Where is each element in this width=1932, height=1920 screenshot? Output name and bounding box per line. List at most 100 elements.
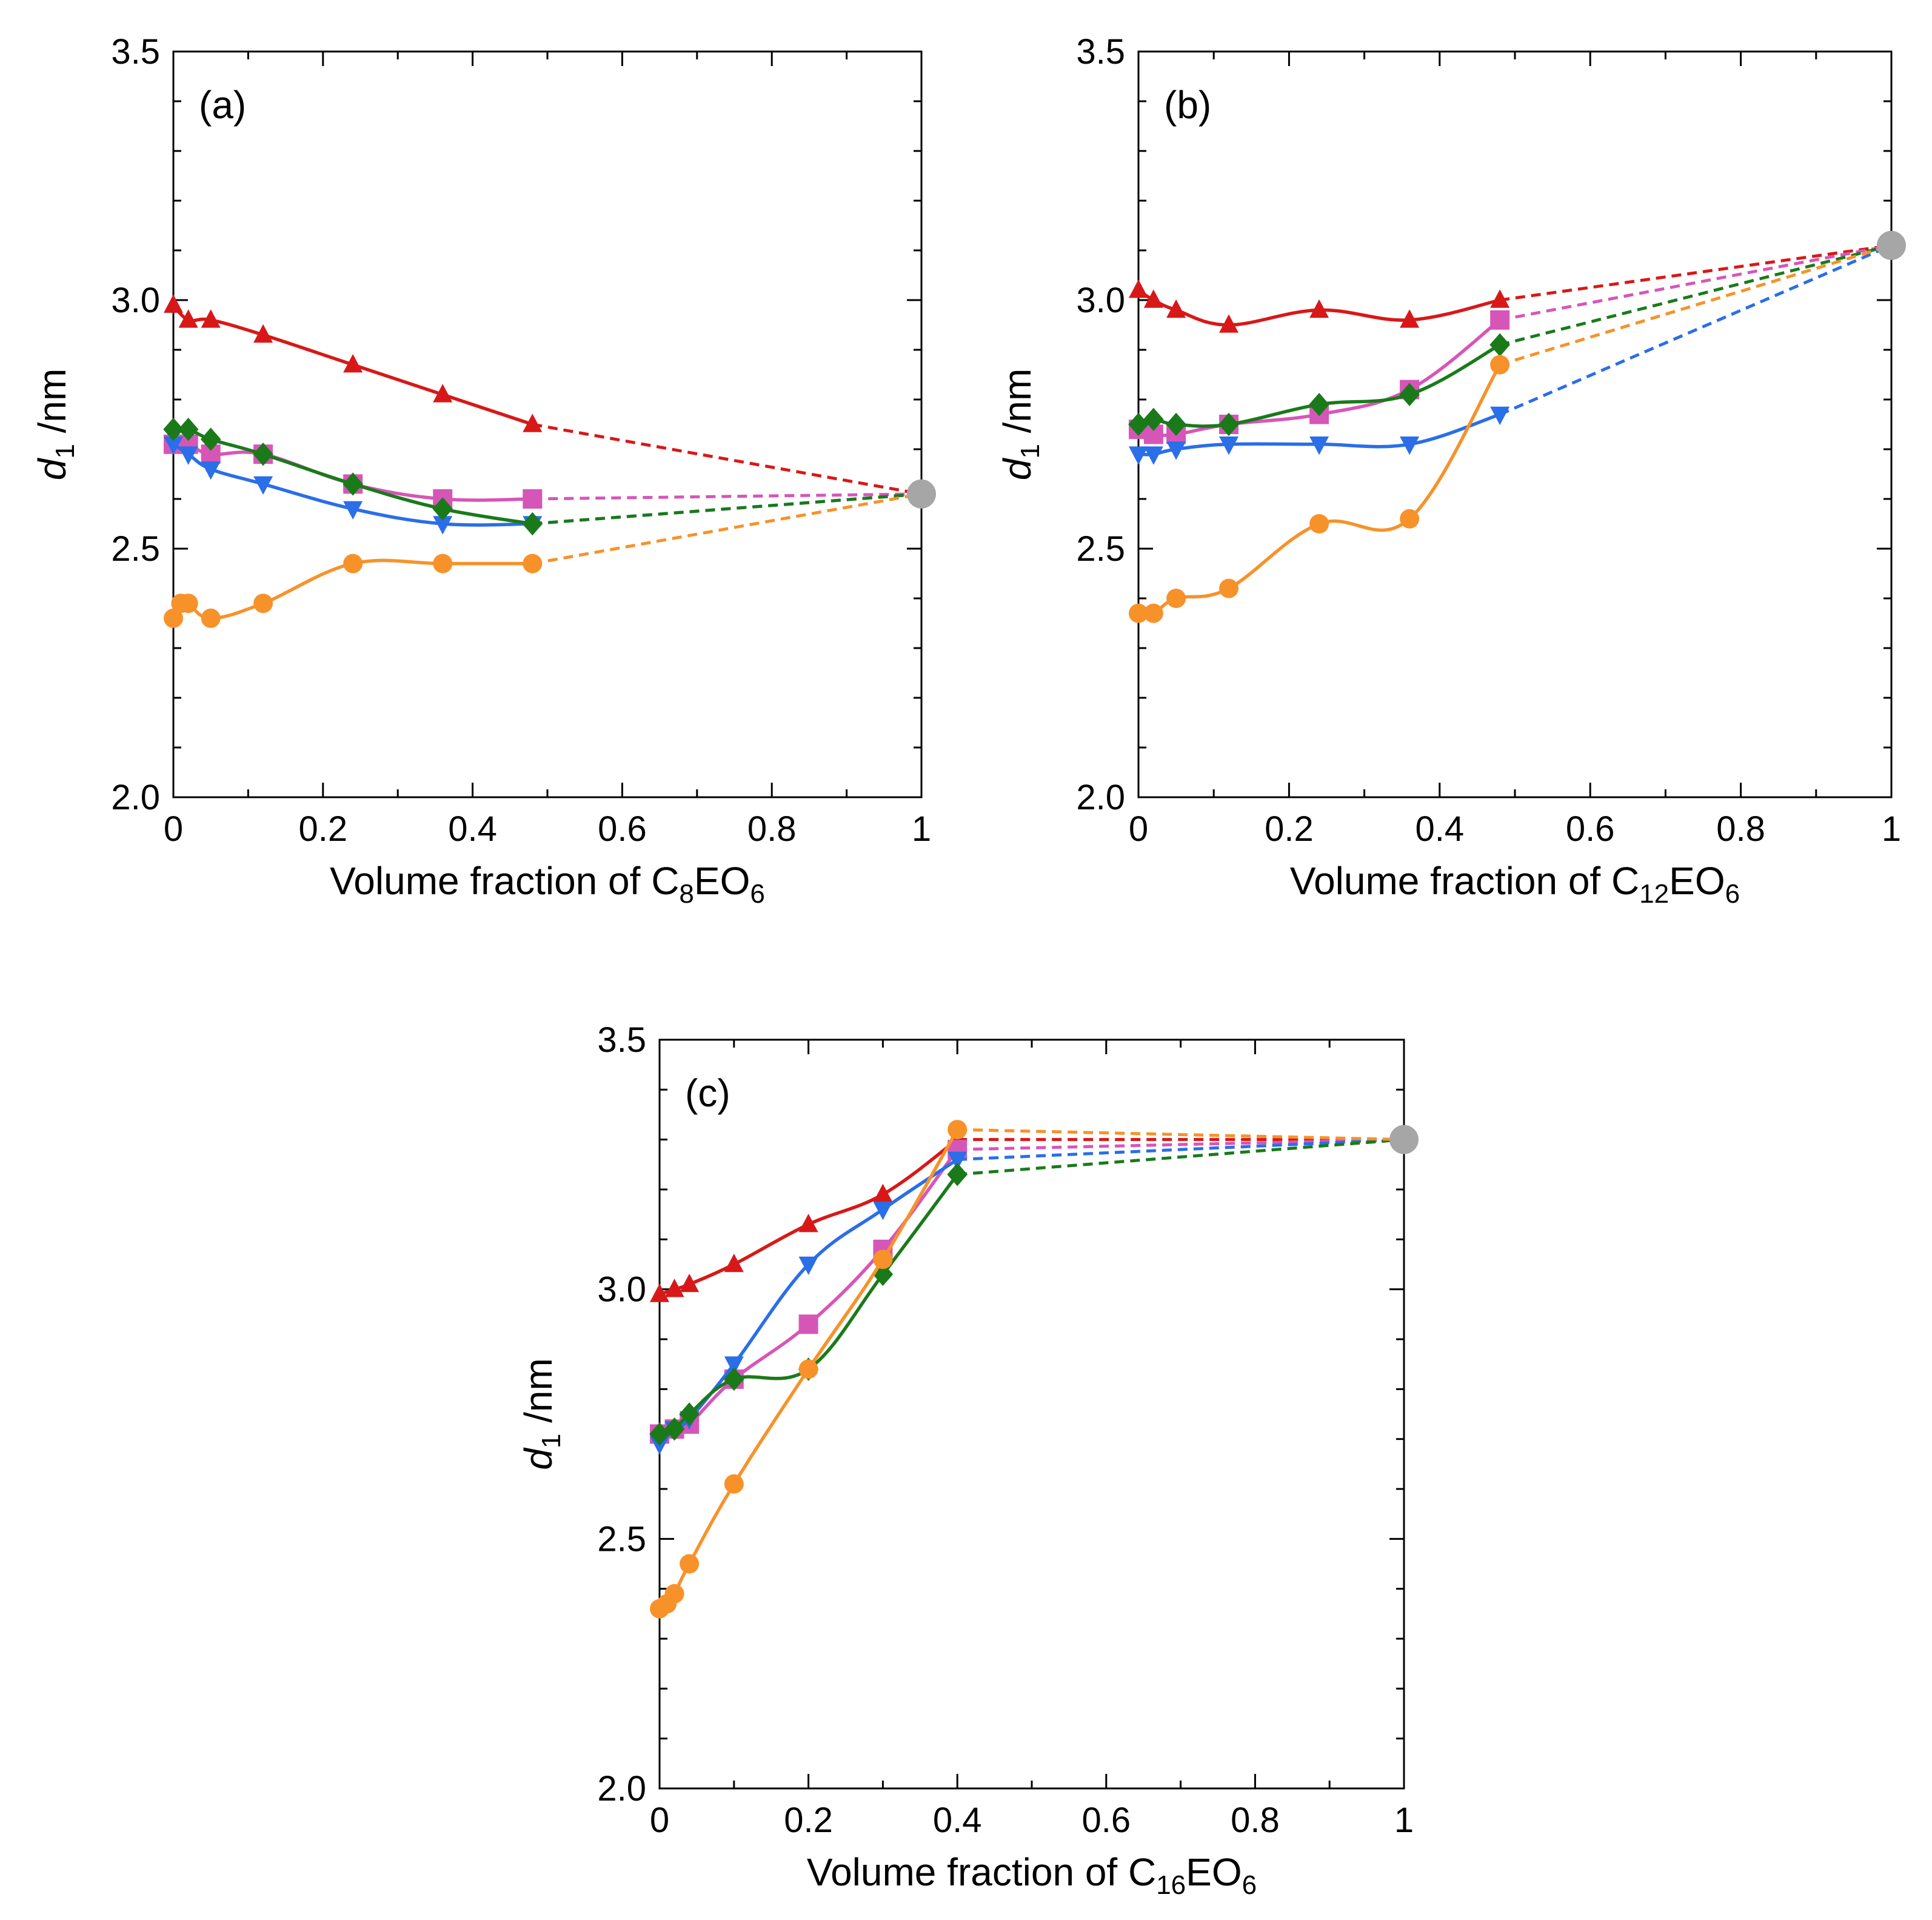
point-2-0-2 [680,1273,700,1293]
point-1-4-1 [1143,603,1163,623]
endpoint-marker [1877,230,1906,260]
point-0-3-4 [343,472,363,496]
point-1-0-6 [1490,289,1510,308]
y-axis-title: d1 /nm [995,369,1045,481]
y-tick-label: 2.0 [1076,778,1125,817]
point-2-4-5 [798,1359,818,1379]
point-2-2-4 [798,1256,818,1276]
x-tick-label: 0.2 [298,809,347,849]
point-1-3-6 [1489,333,1510,356]
point-1-3-0 [1128,412,1149,437]
y-tick-label: 3.0 [1076,281,1125,320]
point-1-0-5 [1400,309,1420,328]
series-dashed-0 [532,423,922,496]
series-dashed-0 [1499,244,1892,302]
point-0-0-3 [253,324,273,343]
y-tick-label: 2.0 [111,778,160,817]
point-2-3-2 [679,1402,700,1426]
point-0-3-3 [253,443,273,466]
series-dashed-4 [957,1128,1405,1142]
point-1-3-5 [1399,383,1420,406]
point-1-4-3 [1219,578,1239,598]
point-1-0-1 [1143,289,1163,308]
point-0-0-0 [164,294,183,313]
x-tick-label: 0.6 [1566,809,1615,849]
point-1-0-2 [1166,299,1186,318]
x-tick-label: 0 [1129,809,1148,849]
x-tick-label: 0.8 [1231,1801,1280,1840]
x-tick-label: 0 [164,809,183,849]
panel-label: (c) [685,1071,730,1115]
x-axis-title: Volume fraction of C12EO6 [1290,859,1740,909]
x-tick-label: 1 [912,809,931,849]
point-2-2-5 [873,1202,893,1220]
series-dashed-3 [1499,244,1892,347]
point-0-0-6 [523,413,543,432]
point-0-0-4 [343,354,363,373]
x-tick-label: 0 [650,1801,669,1840]
point-2-3-3 [724,1367,744,1391]
point-1-4-5 [1400,509,1420,529]
point-0-2-3 [253,476,273,495]
point-1-3-2 [1166,412,1186,437]
x-tick-label: 0.6 [1081,1801,1131,1840]
series-dashed-4 [1499,244,1892,366]
point-1-2-1 [1143,446,1163,465]
point-2-2-6 [948,1151,968,1171]
series-dashed-2 [957,1138,1405,1162]
point-0-2-0 [164,437,183,455]
x-axis-title: Volume fraction of C8EO6 [330,859,765,909]
point-2-4-3 [680,1554,700,1574]
x-tick-label: 0.4 [933,1801,982,1840]
point-0-3-0 [163,418,184,441]
point-1-2-3 [1219,437,1239,455]
point-1-2-6 [1490,406,1510,426]
point-0-2-5 [433,516,453,535]
point-0-4-6 [433,554,453,574]
point-0-3-1 [178,418,199,441]
y-tick-label: 3.0 [597,1270,646,1310]
point-0-4-5 [343,554,363,574]
point-1-2-2 [1166,441,1186,460]
panel-label: (b) [1164,83,1211,127]
point-0-4-7 [523,554,543,574]
point-0-0-1 [178,309,198,328]
point-2-3-0 [649,1422,670,1446]
x-tick-label: 0.2 [1265,809,1314,849]
y-axis-title: d1 /nm [516,1358,566,1470]
x-tick-label: 0.8 [1716,809,1765,849]
panel-label: (a) [199,83,246,127]
series-line-2 [172,443,533,527]
series-dashed-2 [1499,244,1892,416]
plot-frame [1137,50,1893,798]
point-1-2-4 [1309,437,1329,455]
point-1-3-4 [1309,393,1329,416]
point-2-0-0 [650,1283,669,1302]
panel-c: 0 0.2 0.4 0.6 0.8 1 2.0 2.5 3.0 3.5 (c) Volume frac… [516,1020,1419,1900]
point-0-4-4 [253,594,273,614]
point-0-0-2 [201,309,221,328]
point-1-4-2 [1166,589,1186,608]
point-0-3-2 [200,427,221,451]
point-0-4-3 [201,608,221,628]
y-tick-label: 2.5 [1076,529,1125,569]
plot-frame [658,1039,1405,1790]
x-tick-label: 0.8 [747,809,797,849]
point-0-0-5 [433,384,453,403]
endpoint-marker [1389,1125,1419,1154]
x-tick-label: 0.4 [1415,809,1464,849]
y-tick-label: 3.5 [1076,32,1125,72]
point-2-2-3 [724,1356,744,1375]
point-1-1-6 [1490,310,1510,330]
point-2-0-1 [664,1279,684,1297]
point-2-3-1 [664,1417,685,1441]
y-tick-label: 2.0 [597,1769,646,1808]
point-1-0-4 [1309,299,1329,318]
series-dashed-1 [957,1138,1405,1151]
y-tick-label: 2.5 [597,1519,646,1559]
point-0-3-5 [432,497,453,521]
x-tick-label: 0.2 [784,1801,833,1840]
x-tick-label: 1 [1394,1801,1414,1840]
point-2-0-4 [798,1214,818,1233]
